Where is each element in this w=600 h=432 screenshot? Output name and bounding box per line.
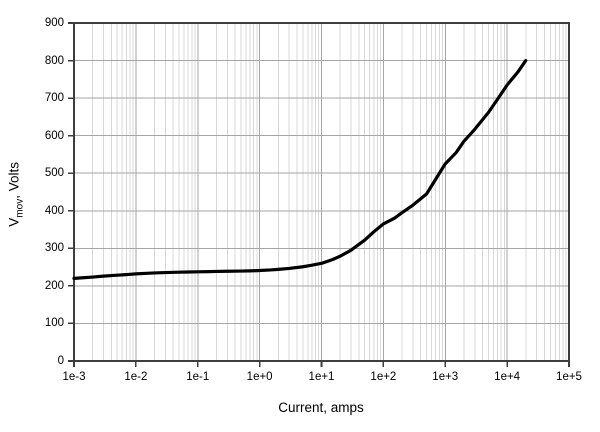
- y-tick-label: 700: [44, 92, 64, 105]
- y-axis-title-main: V: [6, 217, 22, 227]
- x-tick-label: 1e+5: [556, 371, 582, 383]
- y-tick-label: 100: [44, 317, 64, 330]
- y-tick-label: 0: [57, 355, 64, 367]
- y-tick-label: 600: [44, 129, 64, 142]
- x-tick-label: 1e+1: [308, 371, 335, 383]
- x-axis-title: Current, amps: [278, 400, 364, 415]
- x-tick-label: 1e+4: [494, 371, 521, 383]
- y-axis-title-sub: mov: [14, 198, 26, 218]
- y-tick-label: 400: [44, 204, 64, 217]
- y-axis-title: Vmov, Volts: [7, 134, 26, 254]
- x-tick-label: 1e+2: [370, 371, 397, 383]
- vmov-curve: [72, 58, 528, 280]
- x-tick-label: 1e-2: [124, 371, 148, 383]
- x-tick-label: 1e+0: [246, 371, 273, 383]
- y-tick-label: 300: [44, 242, 64, 255]
- y-tick-label: 200: [44, 279, 64, 292]
- y-tick-label: 800: [44, 54, 64, 67]
- x-tick-label: 1e-3: [62, 371, 86, 383]
- y-axis-title-rest: , Volts: [6, 162, 22, 199]
- x-tick-label: 1e-1: [186, 371, 210, 383]
- x-tick-label: 1e+3: [432, 371, 459, 383]
- y-tick-label: 900: [44, 17, 64, 29]
- y-tick-label: 500: [44, 167, 64, 180]
